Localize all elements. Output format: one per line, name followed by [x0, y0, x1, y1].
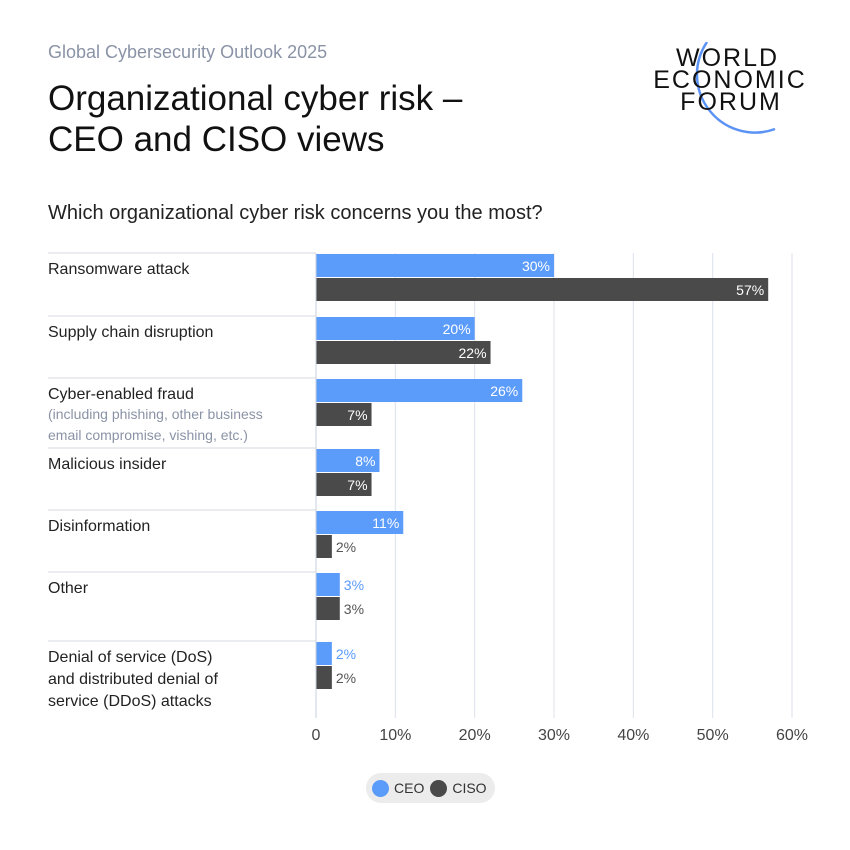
page-title: Organizational cyber risk – CEO and CISO …: [48, 78, 608, 160]
data-label: 3%: [344, 577, 364, 593]
bar-ceo: [316, 254, 554, 277]
title-line-1: Organizational cyber risk –: [48, 79, 463, 118]
category-label: Disinformation: [48, 518, 150, 535]
x-tick-label: 10%: [379, 727, 411, 744]
data-label: 8%: [355, 453, 375, 469]
bar-ciso: [316, 403, 372, 426]
legend-ciso-swatch: [430, 779, 448, 797]
logo-arc-icon: [695, 42, 776, 134]
data-label: 3%: [344, 601, 364, 617]
legend-ceo-label: CEO: [394, 780, 425, 796]
x-tick-label: 50%: [697, 727, 729, 744]
data-label: 20%: [443, 321, 471, 337]
x-tick-label: 0: [312, 727, 321, 744]
bar-ceo: [316, 642, 332, 665]
bar-ceo: [316, 379, 523, 402]
category-label: service (DDoS) attacks: [48, 693, 212, 710]
data-label: 7%: [347, 407, 367, 423]
bar-ceo: [316, 317, 475, 340]
bar-ceo: [316, 511, 404, 534]
x-tick-label: 40%: [617, 727, 649, 744]
data-label: 30%: [522, 258, 550, 274]
logo-text-1: WORLD: [676, 44, 780, 72]
chart-question: Which organizational cyber risk concerns…: [48, 202, 543, 224]
bar-ceo: [316, 449, 380, 472]
data-label: 2%: [336, 539, 356, 555]
category-label: Supply chain disruption: [48, 324, 213, 341]
legend: CEO CISO: [366, 773, 495, 803]
category-label: and distributed denial of: [48, 671, 218, 688]
legend-ceo-swatch: [372, 779, 389, 797]
subtitle: Global Cybersecurity Outlook 2025: [48, 42, 328, 62]
x-tick-label: 30%: [538, 727, 570, 744]
logo-text-2: ECONOMIC: [653, 66, 807, 94]
bar-ciso: [316, 341, 491, 364]
bar-ciso: [316, 535, 332, 558]
bar-ciso: [316, 597, 340, 620]
data-label: 7%: [347, 477, 367, 493]
category-label: Cyber-enabled fraud: [48, 386, 194, 403]
bar-ciso: [316, 473, 372, 496]
title-line-2: CEO and CISO views: [48, 120, 385, 159]
legend-ciso-label: CISO: [452, 780, 487, 796]
category-label: Other: [48, 580, 89, 597]
data-label: 26%: [490, 383, 518, 399]
data-label: 2%: [336, 646, 356, 662]
x-tick-label: 60%: [776, 727, 808, 744]
bar-ciso: [316, 278, 769, 301]
bar-ceo: [316, 573, 340, 596]
data-label: 57%: [736, 282, 764, 298]
category-label: Malicious insider: [48, 456, 167, 473]
category-note: email compromise, vishing, etc.): [48, 427, 248, 443]
x-tick-label: 20%: [459, 727, 491, 744]
data-label: 11%: [372, 515, 399, 531]
category-label: Denial of service (DoS): [48, 649, 213, 666]
category-label: Ransomware attack: [48, 261, 190, 278]
data-label: 2%: [336, 670, 356, 686]
data-label: 22%: [459, 345, 487, 361]
bar-ciso: [316, 666, 332, 689]
category-note: (including phishing, other business: [48, 406, 263, 422]
wef-logo: WORLD ECONOMIC FORUM: [640, 42, 820, 142]
logo-text-3: FORUM: [680, 88, 782, 116]
